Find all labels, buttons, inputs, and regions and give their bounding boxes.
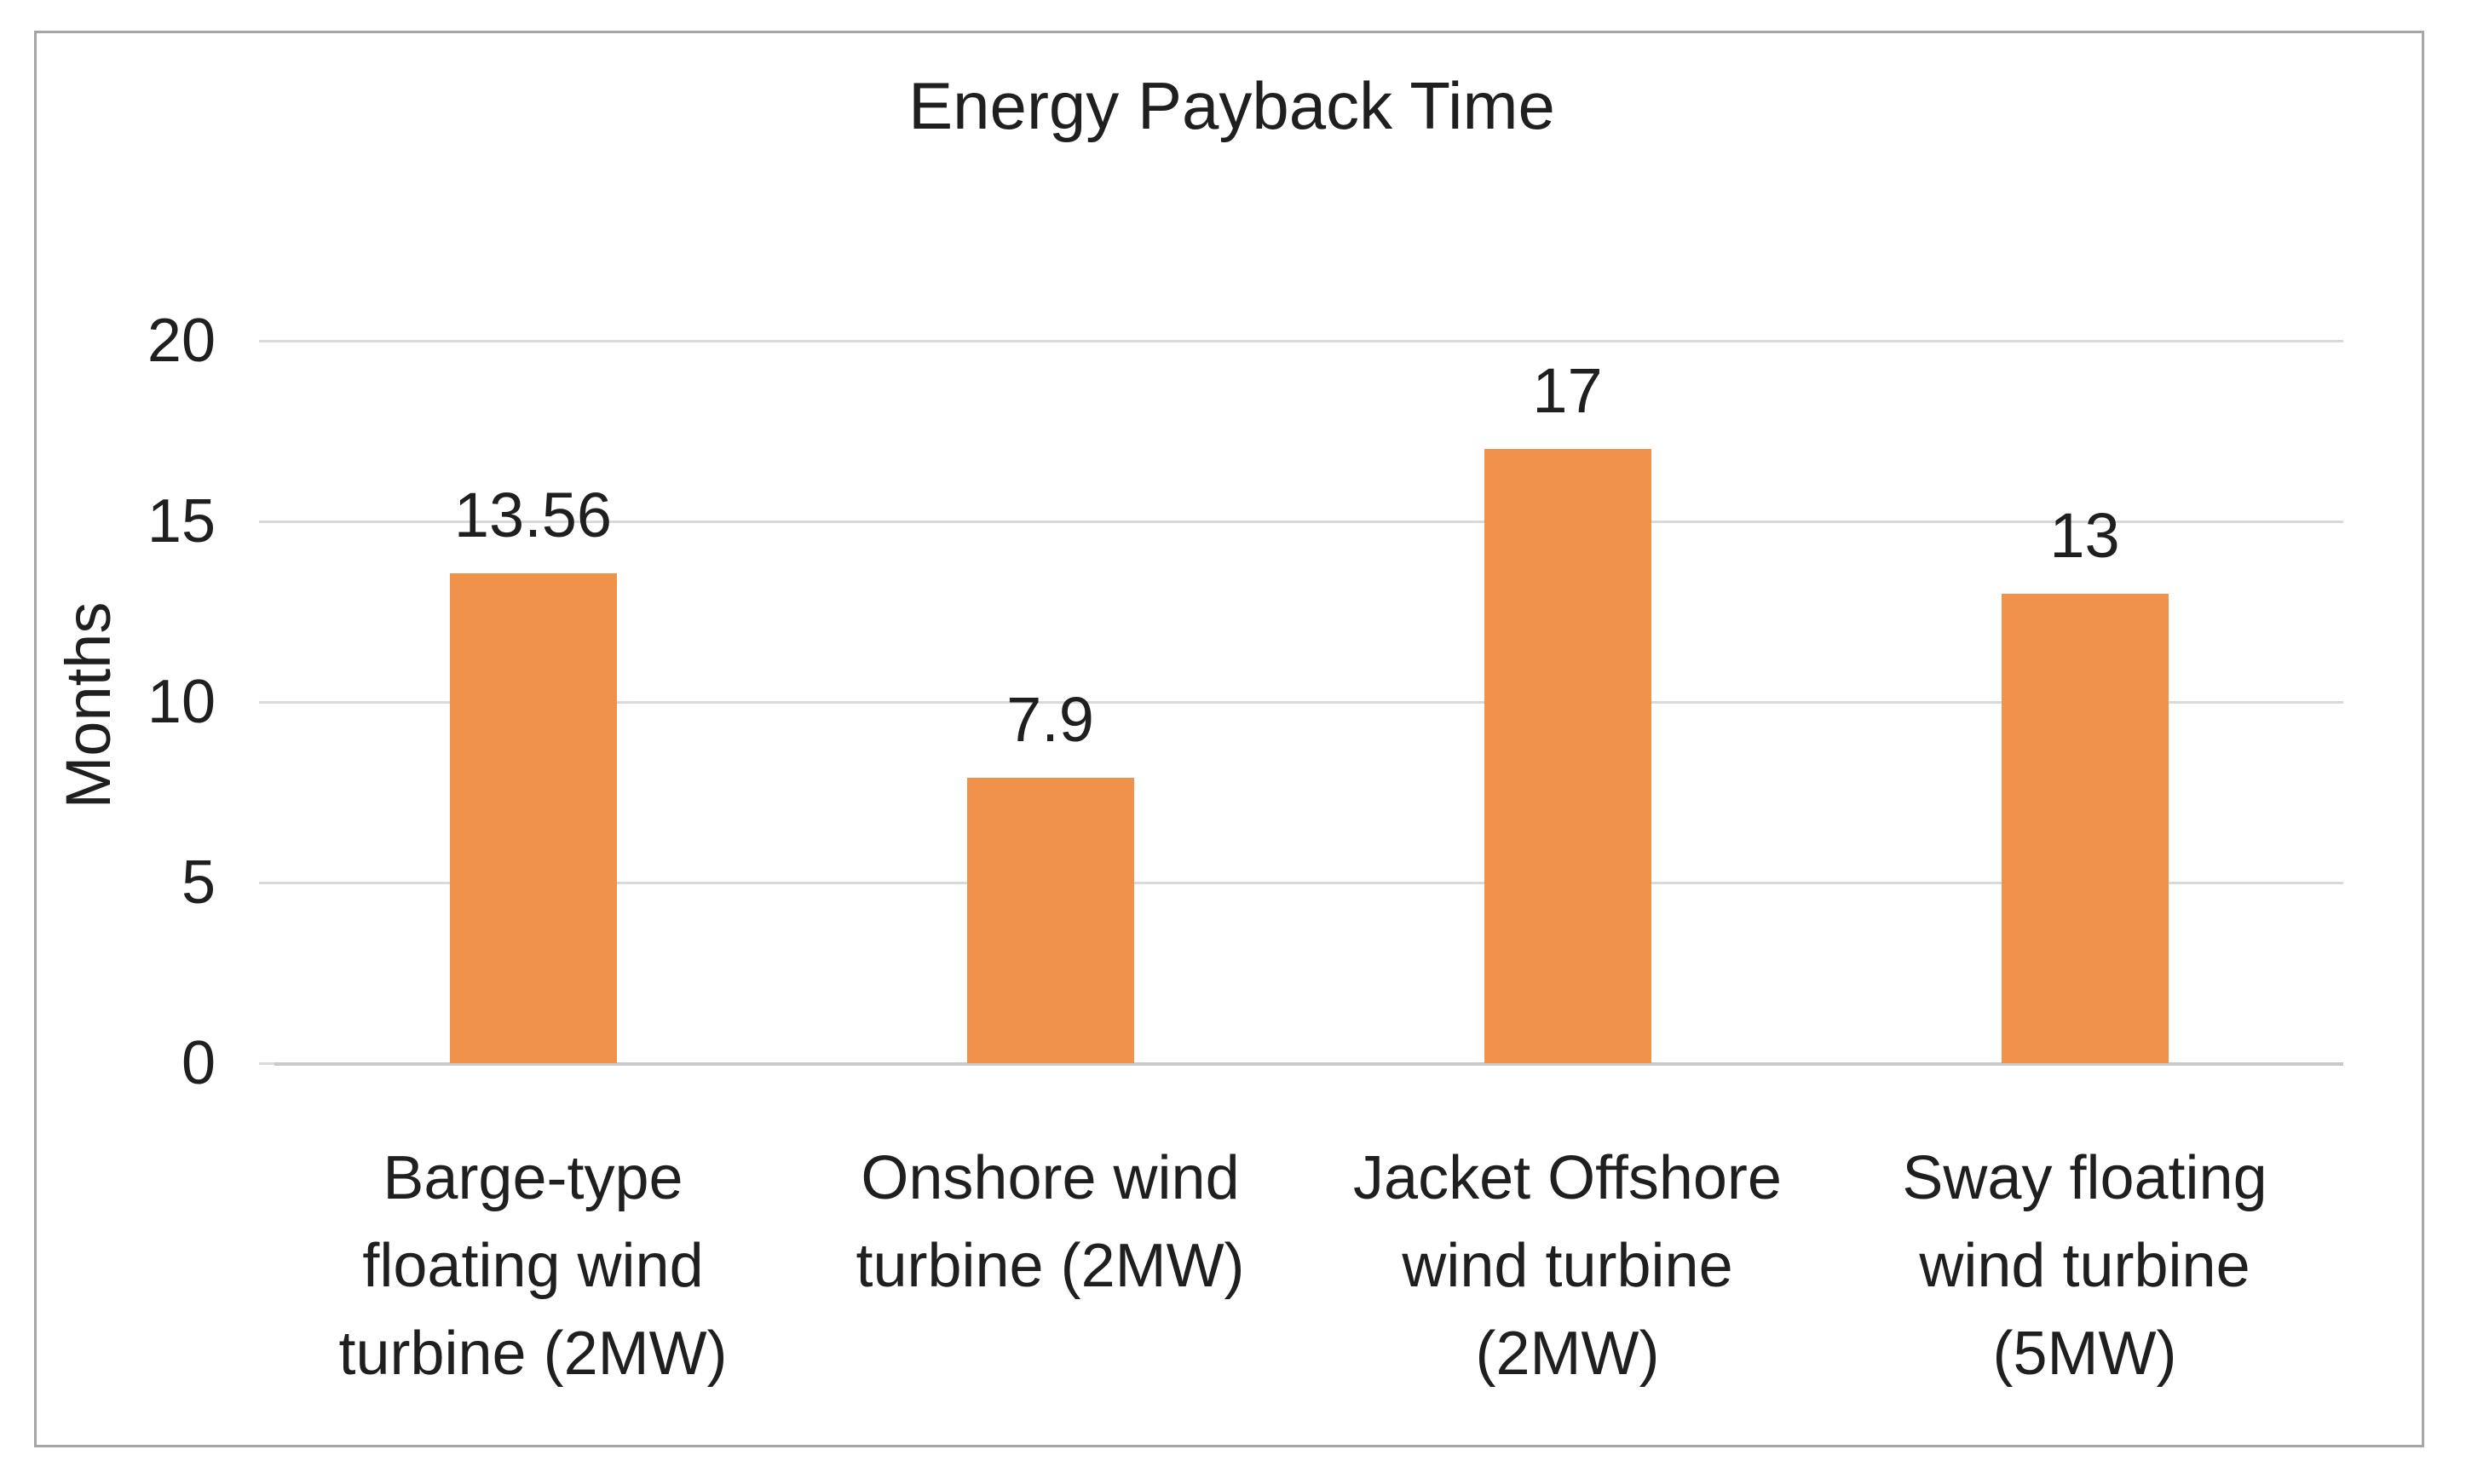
bar xyxy=(966,778,1134,1063)
y-tick-label: 0 xyxy=(181,1029,216,1097)
x-category-label: Sway floating wind turbine (5MW) xyxy=(1902,1144,2267,1388)
y-axis-tick-mark xyxy=(259,1062,276,1065)
y-gridline xyxy=(274,521,2343,523)
bar-value-label: 13 xyxy=(2049,499,2120,571)
x-category-label: Onshore wind turbine (2MW) xyxy=(856,1144,1245,1300)
y-gridline xyxy=(274,882,2343,884)
bar-value-label: 13.56 xyxy=(453,480,613,551)
y-gridline xyxy=(274,701,2343,704)
bar xyxy=(2001,593,2169,1063)
x-axis-line xyxy=(274,1062,2343,1066)
x-category-label: Barge-type floating wind turbine (2MW) xyxy=(338,1144,728,1388)
y-axis-tick-mark xyxy=(259,882,276,884)
y-tick-label: 10 xyxy=(147,668,216,736)
y-axis-tick-mark xyxy=(259,521,276,523)
y-tick-label: 5 xyxy=(181,848,216,917)
chart-title: Energy Payback Time xyxy=(908,68,1555,143)
bar xyxy=(449,573,617,1063)
y-tick-label: 15 xyxy=(147,487,216,555)
y-axis-tick-mark xyxy=(259,340,276,342)
y-axis-tick-mark xyxy=(259,701,276,704)
y-gridline xyxy=(274,340,2343,342)
bar-value-label: 17 xyxy=(1532,355,1603,427)
y-tick-label: 20 xyxy=(147,307,216,375)
bar-value-label: 7.9 xyxy=(1006,684,1094,756)
x-category-label: Jacket Offshore wind turbine (2MW) xyxy=(1353,1144,1782,1388)
bar xyxy=(1484,449,1651,1063)
